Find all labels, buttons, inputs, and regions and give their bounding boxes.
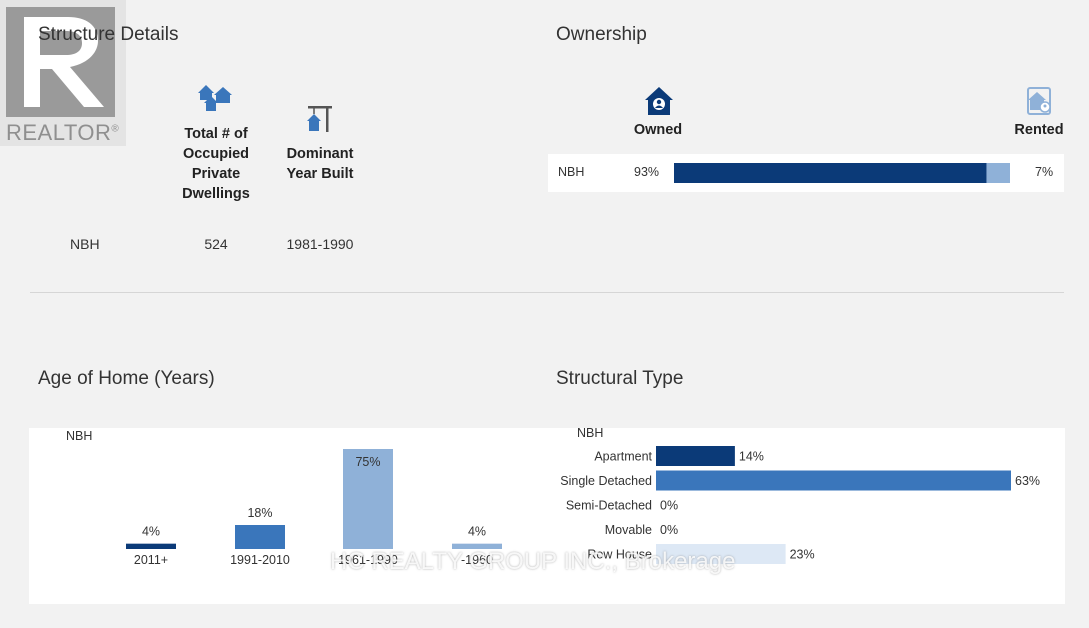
year-built-value: 1981-1990 — [286, 236, 354, 252]
structural-category-label-1: Single Detached — [560, 474, 652, 488]
age-series-label: NBH — [66, 429, 93, 443]
rented-label: Rented — [1014, 122, 1064, 138]
age-category-label-0: 2011+ — [134, 553, 168, 567]
owned-pct-label: 93% — [634, 165, 660, 179]
structural-bar-label-1: 63% — [1015, 474, 1040, 488]
rented-pct-label: 7% — [1035, 165, 1054, 179]
year-built-header: Dominant Year Built — [286, 146, 354, 182]
rented-bar — [986, 163, 1010, 183]
rented-house-icon — [1024, 86, 1054, 121]
structure-details-title: Structure Details — [38, 24, 179, 45]
structural-category-label-0: Apartment — [594, 450, 652, 464]
age-bar-label-0: 4% — [142, 525, 160, 539]
structural-category-label-4: Row House — [587, 548, 652, 562]
age-bar-0 — [126, 543, 176, 549]
realtor-logo: REALTOR® — [0, 0, 126, 146]
age-bar-3 — [452, 543, 502, 549]
structural-bar-label-3: 0% — [660, 523, 678, 537]
age-of-home-title: Age of Home (Years) — [38, 368, 215, 389]
ownership-title: Ownership — [556, 24, 647, 45]
houses-icon — [196, 83, 236, 118]
age-category-label-2: 1961-1990 — [338, 553, 398, 567]
age-chart-panel — [29, 428, 549, 604]
brokerage-watermark: HC REALTY GROUP INC., Brokerage — [330, 548, 736, 575]
realtor-r-mark-icon — [6, 7, 115, 117]
section-divider — [30, 292, 1064, 293]
structural-bar-1 — [656, 470, 1011, 491]
structural-bar-label-2: 0% — [660, 499, 678, 513]
age-category-label-1: 1991-2010 — [230, 553, 290, 567]
ownership-bar-chart — [674, 163, 1010, 183]
age-category-label-3: -1960 — [461, 553, 493, 567]
structural-type-chart: Apartment 14% Single Detached 63% Semi-Detac… — [560, 446, 1040, 564]
structure-row-label: NBH — [70, 236, 100, 252]
structural-bar-label-4: 23% — [790, 548, 815, 562]
realtor-logo-text: REALTOR® — [6, 120, 120, 145]
owned-bar — [674, 163, 987, 183]
age-bar-2 — [343, 449, 393, 549]
age-bar-label-3: 4% — [468, 525, 486, 539]
age-bar-1 — [235, 525, 285, 549]
structural-chart-panel — [549, 428, 1065, 604]
structural-bar-4 — [656, 544, 786, 564]
owned-label: Owned — [633, 122, 683, 138]
structural-series-label: NBH — [577, 426, 604, 440]
structural-category-label-3: Movable — [605, 523, 652, 537]
structural-bar-0 — [656, 446, 735, 466]
owned-house-icon — [644, 86, 674, 121]
dwellings-value: 524 — [204, 236, 228, 252]
structural-category-label-2: Semi-Detached — [566, 499, 652, 513]
age-bar-label-1: 18% — [247, 506, 272, 520]
age-bar-label-2: 75% — [355, 455, 380, 469]
ownership-row-label: NBH — [558, 165, 585, 179]
crane-icon — [304, 103, 334, 138]
structural-bar-label-0: 14% — [739, 450, 764, 464]
age-of-home-chart: 4% 2011+ 18% 1991-2010 75% 1961-1990 4% -1960 — [126, 449, 502, 567]
dwellings-header: Total # of Occupied Private Dwellings — [182, 126, 250, 202]
structural-type-title: Structural Type — [556, 368, 684, 389]
